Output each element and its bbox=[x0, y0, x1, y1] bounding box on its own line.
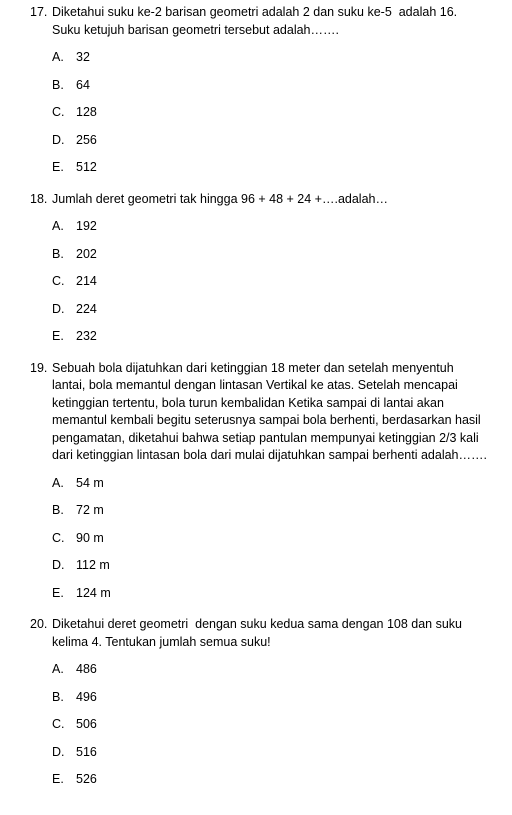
option-text: 232 bbox=[76, 328, 488, 346]
option-letter: A. bbox=[52, 49, 76, 67]
option-a[interactable]: A. 54 m bbox=[52, 475, 488, 493]
option-text: 506 bbox=[76, 716, 488, 734]
options-list: A. 32 B. 64 C. 128 D. 256 E. 512 bbox=[30, 49, 488, 177]
option-b[interactable]: B. 202 bbox=[52, 246, 488, 264]
question-number: 19. bbox=[30, 360, 52, 378]
option-e[interactable]: E. 512 bbox=[52, 159, 488, 177]
option-text: 54 m bbox=[76, 475, 488, 493]
option-letter: D. bbox=[52, 557, 76, 575]
option-letter: A. bbox=[52, 661, 76, 679]
option-d[interactable]: D. 224 bbox=[52, 301, 488, 319]
options-list: A. 192 B. 202 C. 214 D. 224 E. 232 bbox=[30, 218, 488, 346]
option-letter: D. bbox=[52, 744, 76, 762]
option-text: 72 m bbox=[76, 502, 488, 520]
option-letter: A. bbox=[52, 218, 76, 236]
question-number: 18. bbox=[30, 191, 52, 209]
question-number: 20. bbox=[30, 616, 52, 634]
option-text: 202 bbox=[76, 246, 488, 264]
option-letter: D. bbox=[52, 301, 76, 319]
option-text: 112 m bbox=[76, 557, 488, 575]
option-text: 526 bbox=[76, 771, 488, 789]
option-e[interactable]: E. 232 bbox=[52, 328, 488, 346]
question-text: Sebuah bola dijatuhkan dari ketinggian 1… bbox=[52, 360, 488, 465]
option-text: 486 bbox=[76, 661, 488, 679]
option-e[interactable]: E. 124 m bbox=[52, 585, 488, 603]
question-row: 18. Jumlah deret geometri tak hingga 96 … bbox=[30, 191, 488, 209]
option-d[interactable]: D. 112 m bbox=[52, 557, 488, 575]
option-text: 124 m bbox=[76, 585, 488, 603]
option-a[interactable]: A. 32 bbox=[52, 49, 488, 67]
option-b[interactable]: B. 496 bbox=[52, 689, 488, 707]
option-text: 128 bbox=[76, 104, 488, 122]
option-b[interactable]: B. 72 m bbox=[52, 502, 488, 520]
option-a[interactable]: A. 192 bbox=[52, 218, 488, 236]
option-text: 256 bbox=[76, 132, 488, 150]
option-letter: D. bbox=[52, 132, 76, 150]
option-letter: C. bbox=[52, 530, 76, 548]
options-list: A. 486 B. 496 C. 506 D. 516 E. 526 bbox=[30, 661, 488, 789]
option-letter: C. bbox=[52, 273, 76, 291]
question-row: 19. Sebuah bola dijatuhkan dari ketinggi… bbox=[30, 360, 488, 465]
option-text: 224 bbox=[76, 301, 488, 319]
option-text: 214 bbox=[76, 273, 488, 291]
option-letter: A. bbox=[52, 475, 76, 493]
option-e[interactable]: E. 526 bbox=[52, 771, 488, 789]
question-18: 18. Jumlah deret geometri tak hingga 96 … bbox=[30, 191, 488, 346]
question-text: Diketahui deret geometri dengan suku ked… bbox=[52, 616, 488, 651]
options-list: A. 54 m B. 72 m C. 90 m D. 112 m E. 124 … bbox=[30, 475, 488, 603]
option-c[interactable]: C. 90 m bbox=[52, 530, 488, 548]
option-text: 496 bbox=[76, 689, 488, 707]
question-20: 20. Diketahui deret geometri dengan suku… bbox=[30, 616, 488, 789]
option-letter: E. bbox=[52, 585, 76, 603]
question-text: Diketahui suku ke-2 barisan geometri ada… bbox=[52, 4, 488, 39]
option-letter: B. bbox=[52, 246, 76, 264]
option-letter: E. bbox=[52, 328, 76, 346]
question-row: 17. Diketahui suku ke-2 barisan geometri… bbox=[30, 4, 488, 39]
question-text: Jumlah deret geometri tak hingga 96 + 48… bbox=[52, 191, 488, 209]
question-19: 19. Sebuah bola dijatuhkan dari ketinggi… bbox=[30, 360, 488, 603]
option-letter: C. bbox=[52, 716, 76, 734]
question-row: 20. Diketahui deret geometri dengan suku… bbox=[30, 616, 488, 651]
question-number: 17. bbox=[30, 4, 52, 22]
option-c[interactable]: C. 214 bbox=[52, 273, 488, 291]
option-a[interactable]: A. 486 bbox=[52, 661, 488, 679]
option-letter: B. bbox=[52, 77, 76, 95]
question-17: 17. Diketahui suku ke-2 barisan geometri… bbox=[30, 4, 488, 177]
option-letter: B. bbox=[52, 502, 76, 520]
option-d[interactable]: D. 516 bbox=[52, 744, 488, 762]
option-text: 516 bbox=[76, 744, 488, 762]
option-d[interactable]: D. 256 bbox=[52, 132, 488, 150]
option-letter: E. bbox=[52, 159, 76, 177]
option-c[interactable]: C. 506 bbox=[52, 716, 488, 734]
option-text: 192 bbox=[76, 218, 488, 236]
option-letter: C. bbox=[52, 104, 76, 122]
option-c[interactable]: C. 128 bbox=[52, 104, 488, 122]
option-b[interactable]: B. 64 bbox=[52, 77, 488, 95]
option-text: 90 m bbox=[76, 530, 488, 548]
option-letter: B. bbox=[52, 689, 76, 707]
option-letter: E. bbox=[52, 771, 76, 789]
option-text: 32 bbox=[76, 49, 488, 67]
option-text: 64 bbox=[76, 77, 488, 95]
option-text: 512 bbox=[76, 159, 488, 177]
